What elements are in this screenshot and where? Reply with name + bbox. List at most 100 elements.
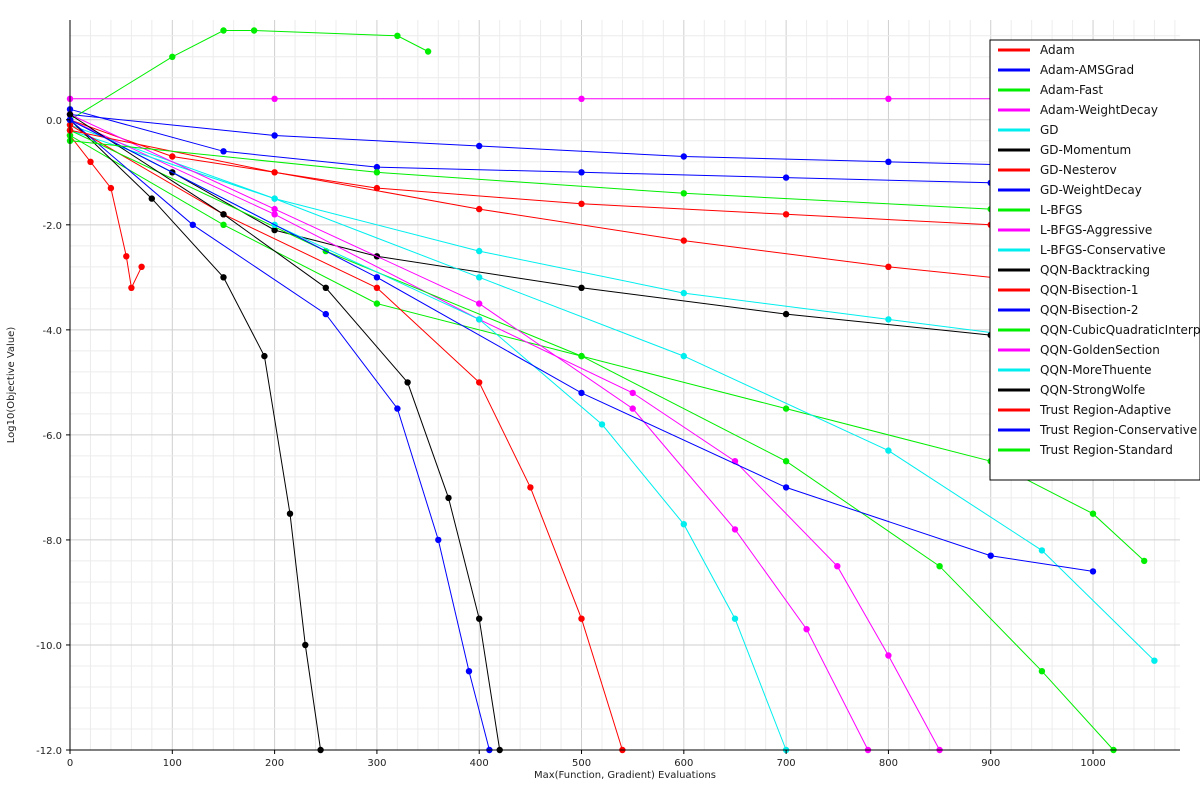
series-point [271, 169, 278, 176]
series-line [69, 108, 1145, 189]
series-point [1038, 668, 1046, 675]
legend-entry: Adam-WeightDecay [1040, 103, 1158, 117]
x-tick-label: 100 [163, 758, 182, 769]
series-point [1141, 557, 1148, 565]
series-point [123, 253, 130, 260]
y-axis-title: Log10(Objective Value) [6, 327, 17, 444]
series-point [578, 95, 585, 103]
series-point [445, 494, 452, 502]
legend-entry: QQN-Bisection-2 [1040, 303, 1139, 317]
legend-entry: Adam-Fast [1040, 83, 1103, 97]
series-1 [66, 106, 1148, 192]
series-point [271, 205, 278, 213]
ticks-layer: 0 100 200 300 400 500 600 700 800 900 1000 -12.0 -10… [36, 116, 1106, 769]
series-point [250, 27, 258, 34]
series-point [261, 352, 268, 360]
series-point [680, 289, 687, 297]
series-point [373, 163, 381, 171]
legend-entry: Trust Region-Adaptive [1039, 403, 1171, 417]
series-line [69, 135, 1145, 562]
x-tick-label: 500 [572, 758, 591, 769]
legend-entry: GD-Nesterov [1040, 163, 1117, 177]
series-line [69, 119, 1145, 352]
legend-box [989, 39, 1200, 481]
series-point [578, 352, 585, 360]
legend-entry: Adam [1040, 43, 1075, 57]
series-point [271, 211, 278, 218]
y-tick-label: -12.0 [36, 746, 62, 757]
series-point [476, 247, 483, 255]
y-tick-label: -4.0 [42, 326, 62, 337]
series-point [885, 447, 892, 454]
series-point [220, 27, 227, 34]
legend-entry: L-BFGS-Conservative [1040, 243, 1166, 257]
series-19 [66, 116, 1097, 575]
series-point [128, 284, 135, 291]
legend-entry: GD [1040, 123, 1059, 137]
series-point [373, 169, 381, 176]
series-line [69, 114, 869, 751]
legend-entry: Trust Region-Conservative [1039, 423, 1197, 437]
series-point [302, 641, 309, 649]
series-layer [66, 27, 1199, 754]
x-tick-label: 400 [470, 758, 489, 769]
series-point [1089, 510, 1097, 517]
series-point [220, 211, 227, 218]
x-tick-label: 200 [265, 758, 284, 769]
series-point [578, 615, 585, 622]
series-point [394, 405, 401, 412]
series-point [424, 48, 432, 55]
series-point [189, 221, 196, 228]
series-point [629, 389, 636, 397]
x-tick-label: 800 [879, 758, 898, 769]
series-point [578, 284, 585, 291]
series-point [271, 132, 278, 139]
series-point [680, 153, 687, 160]
series-point [782, 405, 790, 412]
legend-entry: QQN-Bisection-1 [1040, 283, 1139, 297]
series-point [885, 652, 892, 659]
series-point [220, 148, 227, 155]
series-point [680, 190, 687, 197]
series-point [404, 379, 411, 386]
series-point [373, 184, 381, 192]
y-tick-label: -10.0 [36, 641, 62, 652]
series-point [1038, 547, 1046, 554]
series-point [1089, 568, 1097, 575]
series-point [680, 521, 687, 528]
series-point [169, 53, 176, 60]
series-line [69, 114, 501, 751]
series-point [578, 200, 585, 207]
x-tick-label: 300 [367, 758, 386, 769]
series-point [220, 274, 227, 281]
y-tick-label: 0.0 [46, 116, 62, 127]
series-point [169, 153, 176, 160]
axes-layer [69, 20, 1180, 751]
legend-entry: QQN-CubicQuadraticInterpolation [1040, 323, 1200, 337]
series-point [803, 626, 810, 633]
legend-entry: Adam-AMSGrad [1040, 63, 1134, 77]
series-point [782, 310, 790, 318]
series-point [87, 158, 94, 165]
series-point [885, 316, 892, 323]
legend-entry: L-BFGS [1040, 203, 1082, 217]
series-point [782, 484, 790, 491]
series-point [322, 310, 329, 318]
y-tick-label: -6.0 [42, 431, 62, 442]
series-point [527, 484, 534, 491]
legend-entry: GD-Momentum [1040, 143, 1131, 157]
x-tick-label: 900 [981, 758, 1000, 769]
series-point [680, 352, 687, 360]
series-point [271, 95, 278, 103]
legend-entry: QQN-MoreThuente [1040, 363, 1152, 377]
series-point [782, 174, 790, 181]
series-point [373, 284, 381, 291]
x-tick-label: 600 [674, 758, 693, 769]
series-point [107, 184, 115, 192]
series-point [731, 615, 739, 622]
series-8 [66, 132, 1148, 565]
x-tick-label: 1000 [1080, 758, 1105, 769]
series-point [148, 195, 155, 202]
series-point [138, 263, 145, 270]
series-point [578, 389, 585, 397]
